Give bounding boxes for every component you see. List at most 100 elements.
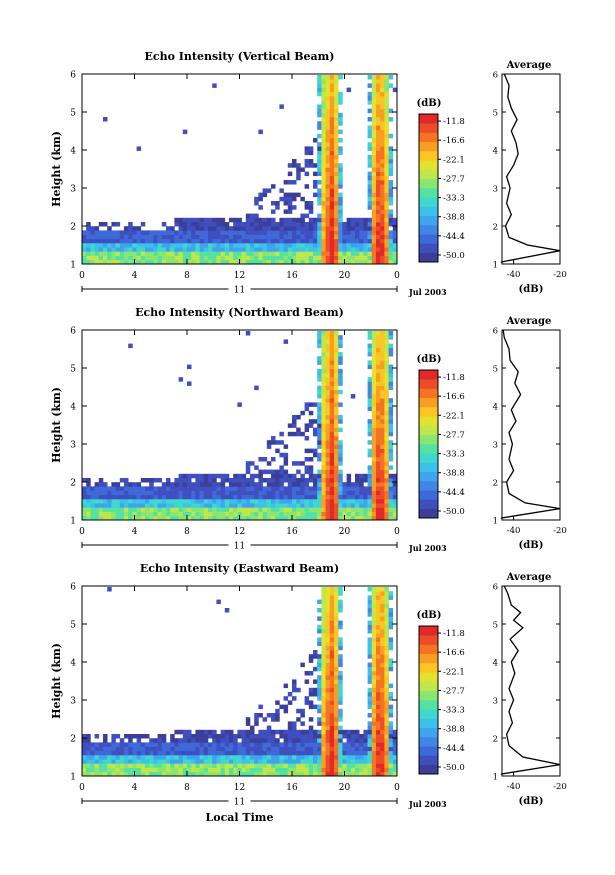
heatmap-cell [338, 662, 343, 668]
heatmap-cell [287, 499, 293, 504]
heatmap-cell [317, 436, 322, 441]
heatmap-cell [321, 356, 326, 361]
heatmap-cell [195, 238, 200, 244]
heatmap-cell [334, 259, 339, 265]
heatmap-cell [367, 608, 373, 613]
heatmap-cell [90, 230, 95, 235]
heatmap-cell [82, 243, 87, 248]
heatmap-cell [371, 692, 377, 697]
heatmap-cell [212, 234, 217, 240]
heatmap-cell [329, 213, 335, 219]
heatmap-cell [338, 734, 343, 739]
average-y-tick-label: 1 [493, 773, 498, 783]
heatmap-cell [355, 226, 360, 231]
heatmap-cell [329, 83, 335, 88]
heatmap-cell [392, 738, 398, 743]
heatmap-cell [376, 154, 381, 160]
heatmap-cell [313, 692, 318, 697]
heatmap-cell [329, 671, 335, 676]
heatmap-cell [115, 230, 121, 235]
heatmap-cell [90, 251, 95, 256]
heatmap-cell [233, 515, 238, 521]
heatmap-cell [266, 494, 272, 500]
heatmap-cell [313, 482, 318, 487]
heatmap-cell [94, 503, 100, 508]
heatmap-cell [245, 247, 251, 252]
heatmap-cell [334, 725, 339, 731]
heatmap-cell [283, 771, 289, 777]
heatmap-cell [300, 431, 305, 437]
heatmap-cell [275, 746, 280, 752]
heatmap-cell [111, 482, 116, 487]
heatmap-cell [334, 385, 339, 391]
heatmap-cell [355, 247, 360, 252]
heatmap-cell [258, 742, 263, 747]
heatmap-cell [86, 238, 91, 244]
heatmap-cell [195, 255, 200, 261]
heatmap-cell [283, 226, 289, 231]
heatmap-cell [229, 759, 234, 764]
heatmap-cell [195, 746, 200, 752]
heatmap-cell [304, 511, 310, 517]
heatmap-cell [367, 247, 373, 252]
heatmap-cell [178, 494, 184, 500]
heatmap-cell [384, 448, 389, 454]
heatmap-cell [174, 729, 179, 735]
heatmap-cell [174, 755, 179, 760]
colorbar-swatch [419, 434, 438, 445]
heatmap-cell [90, 759, 95, 764]
heatmap-cell [388, 515, 394, 521]
heatmap-cell [338, 725, 343, 731]
heatmap-cell [367, 406, 373, 412]
heatmap-cell [216, 503, 221, 508]
heatmap-cell [346, 734, 352, 739]
heatmap-cell [380, 201, 385, 206]
heatmap-cell [308, 473, 314, 479]
heatmap-cell [380, 184, 385, 189]
heatmap-cell [262, 763, 268, 768]
heatmap-cell [300, 482, 305, 487]
heatmap-cell [262, 251, 268, 256]
heatmap-cell [174, 259, 179, 265]
heatmap-cell [161, 251, 167, 256]
heatmap-cell [203, 217, 209, 223]
heatmap-cell [279, 503, 284, 508]
heatmap-cell [233, 511, 238, 517]
heatmap-cell [380, 159, 385, 164]
heatmap-cell [342, 750, 347, 756]
heatmap-cell [233, 734, 238, 739]
heatmap-cell [300, 738, 305, 743]
heatmap-cell [325, 658, 331, 663]
heatmap-cell [124, 226, 129, 231]
heatmap-cell [300, 196, 305, 202]
heatmap-cell [258, 750, 263, 756]
heatmap-cell [346, 494, 352, 500]
heatmap-cell [287, 222, 293, 227]
heatmap-cell [82, 259, 87, 265]
heatmap-cell [367, 91, 373, 97]
heatmap-cell [384, 394, 389, 399]
heatmap-cell [245, 490, 251, 496]
heatmap-cell [233, 482, 238, 487]
heatmap-cell [195, 499, 200, 504]
heatmap-cell [338, 608, 343, 613]
heatmap-cell [359, 494, 364, 500]
heatmap-cell [321, 637, 326, 642]
heatmap-cell [220, 511, 226, 517]
heatmap-cell [371, 234, 377, 240]
heatmap-cell [380, 100, 385, 105]
heatmap-cell [283, 196, 289, 202]
heatmap-cell [380, 721, 385, 726]
heatmap-cell [166, 230, 171, 235]
heatmap-cell [136, 251, 142, 256]
heatmap-cell [363, 729, 368, 735]
average-y-tick-label: 5 [493, 621, 498, 631]
heatmap-cell [203, 255, 209, 261]
heatmap-cell [388, 490, 394, 496]
heatmap-cell [128, 515, 133, 521]
y-tick-label: 2 [70, 223, 76, 233]
x-tick-label: 0 [394, 783, 400, 793]
heatmap-cell [380, 620, 385, 626]
heatmap-cell [380, 629, 385, 634]
heatmap-cell [258, 243, 263, 248]
